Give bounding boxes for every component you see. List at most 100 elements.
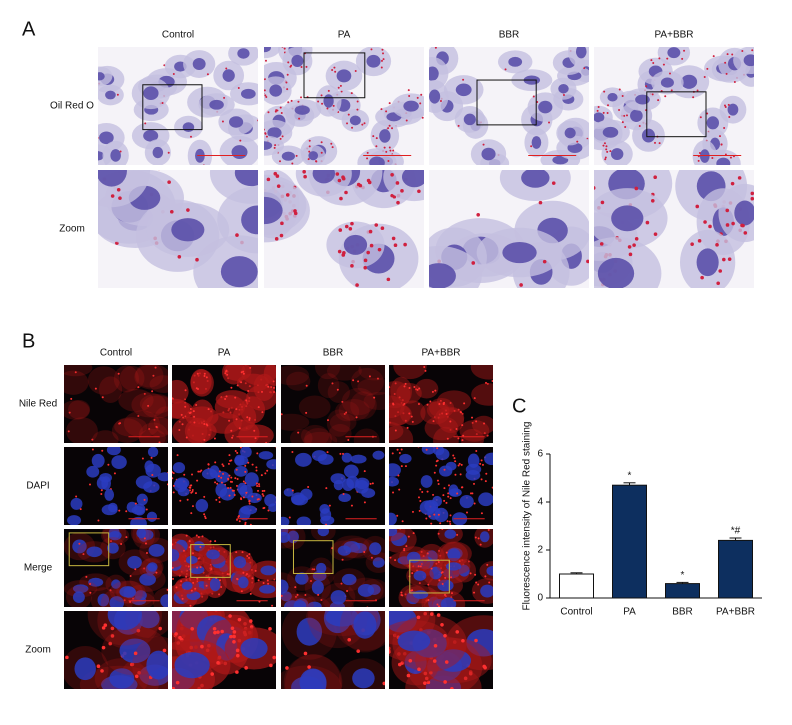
lipid-droplet	[272, 380, 275, 383]
cell-lipid-glow	[353, 428, 380, 443]
lipid-droplet	[261, 80, 263, 82]
lipid-droplet	[172, 471, 174, 474]
lipid-droplet	[380, 66, 383, 69]
lipid-droplet	[298, 117, 301, 120]
lipid-droplet	[423, 671, 428, 676]
lipid-droplet	[602, 144, 605, 147]
lipid-droplet	[271, 604, 274, 607]
nucleus	[315, 562, 327, 574]
lipid-droplet	[389, 650, 391, 654]
lipid-droplet	[311, 568, 314, 571]
lipid-droplet	[276, 567, 278, 569]
lipid-droplet	[453, 457, 456, 460]
lipid-droplet	[733, 80, 736, 83]
lipid-droplet	[454, 473, 457, 476]
lipid-droplet	[339, 196, 343, 201]
lipid-droplet	[192, 581, 195, 584]
lipid-droplet	[91, 448, 94, 451]
column-header: BBR	[499, 30, 520, 41]
lipid-droplet	[435, 464, 438, 467]
lipid-droplet	[301, 360, 303, 362]
nucleus	[99, 473, 112, 483]
lipid-droplet	[444, 576, 447, 579]
lipid-droplet	[256, 452, 259, 455]
lipid-droplet	[228, 474, 231, 477]
lipid-droplet	[242, 571, 245, 574]
lipid-droplet	[227, 462, 230, 465]
lipid-droplet	[434, 47, 437, 49]
lipid-droplet	[400, 401, 403, 404]
lipid-droplet	[244, 666, 248, 670]
lipid-droplet	[363, 122, 366, 125]
lipid-droplet	[134, 502, 137, 505]
lipid-droplet	[725, 72, 728, 75]
lipid-droplet	[430, 522, 433, 525]
y-tick-label: 6	[537, 449, 543, 460]
nucleus	[466, 629, 493, 657]
lipid-droplet	[425, 192, 429, 196]
nucleus	[136, 529, 147, 539]
cell-lipid-glow	[114, 417, 148, 437]
micrograph	[64, 447, 168, 525]
lipid-droplet	[426, 403, 429, 406]
lipid-droplet	[703, 220, 707, 224]
lipid-droplet	[389, 556, 392, 559]
lipid-droplet	[437, 416, 440, 419]
lipid-droplet	[408, 412, 411, 415]
lipid-droplet	[268, 627, 272, 631]
lipid-droplet	[443, 468, 446, 471]
lipid-droplet	[175, 680, 180, 685]
lipid-droplet	[388, 146, 391, 149]
lipid-droplet	[397, 652, 401, 656]
cell-lipid-glow	[281, 365, 310, 386]
nucleus	[412, 590, 429, 599]
cell-lipid-glow	[98, 376, 123, 403]
lipid-droplet	[193, 415, 196, 418]
x-tick-label: BBR	[672, 607, 693, 618]
lipid-droplet	[471, 492, 474, 495]
lipid-droplet	[390, 173, 394, 177]
lipid-droplet	[172, 686, 176, 689]
lipid-droplet	[368, 375, 371, 378]
lipid-droplet	[264, 59, 267, 62]
lipid-droplet	[487, 529, 490, 531]
lipid-droplet	[249, 366, 252, 369]
lipid-droplet	[263, 506, 266, 509]
lipid-droplet	[137, 386, 140, 389]
lipid-droplet	[279, 233, 284, 238]
nucleus	[333, 479, 344, 491]
lipid-droplet	[275, 592, 276, 594]
cell-lipid-glow	[472, 415, 493, 435]
lipid-droplet	[441, 412, 444, 415]
lipid-droplet	[657, 99, 660, 102]
lipid-droplet	[158, 626, 162, 631]
lipid-droplet	[354, 70, 357, 73]
lipid-droplet	[223, 96, 226, 99]
lipid-droplet	[355, 283, 359, 287]
lipid-droplet	[305, 411, 308, 414]
lipid-droplet	[347, 113, 350, 116]
panel-label: A	[22, 18, 36, 40]
lipid-droplet	[313, 443, 315, 445]
lipid-droplet	[459, 473, 462, 476]
lipid-droplet	[197, 536, 200, 539]
lipid-droplet	[137, 670, 141, 675]
lipid-droplet	[424, 369, 427, 372]
cell-lipid-glow	[300, 424, 330, 443]
lipid-droplet	[233, 493, 236, 496]
lipid-droplet	[375, 145, 378, 148]
lipid-droplet	[257, 406, 260, 409]
lipid-droplet	[486, 563, 489, 566]
lipid-droplet	[221, 463, 224, 466]
nucleus	[177, 487, 190, 497]
lipid-droplet	[654, 141, 657, 144]
lipid-droplet	[607, 297, 611, 301]
nucleus	[429, 89, 441, 104]
lipid-droplet	[220, 629, 224, 634]
lipid-droplet	[248, 500, 251, 503]
lipid-droplet	[538, 200, 543, 205]
lipid-droplet	[743, 231, 748, 235]
lipid-droplet	[393, 243, 398, 248]
nucleus	[133, 503, 146, 516]
lipid-droplet	[237, 617, 242, 622]
